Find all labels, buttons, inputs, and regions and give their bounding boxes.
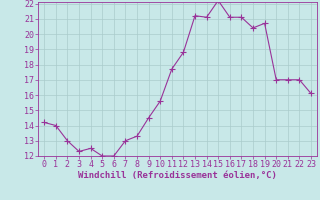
X-axis label: Windchill (Refroidissement éolien,°C): Windchill (Refroidissement éolien,°C) <box>78 171 277 180</box>
